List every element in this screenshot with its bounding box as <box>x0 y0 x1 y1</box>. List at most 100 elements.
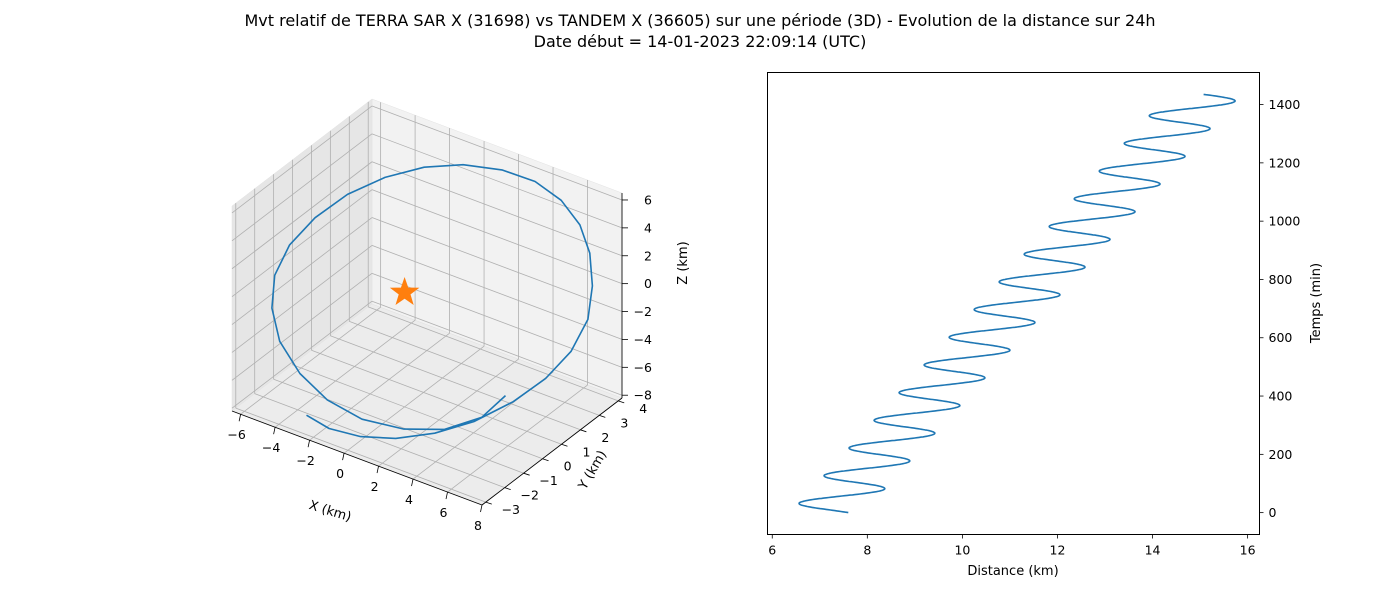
y-tick-label-2d: 1000 <box>1269 214 1301 229</box>
x-tick-mark-3d <box>307 440 310 448</box>
back-gridline-z <box>371 133 623 229</box>
floor-gridline-y <box>292 364 543 460</box>
x-axis-line-3d <box>231 410 483 506</box>
x-tick-label-2d: 8 <box>863 543 871 558</box>
floor-gridline-x <box>309 332 450 441</box>
side-gridline-z <box>231 217 373 325</box>
3d-series <box>271 163 594 440</box>
distance-line <box>798 93 1236 514</box>
y-tick-mark-3d <box>523 472 530 476</box>
2d-ticks: 6 8 10 12 14 16 0 200 400 600 800 1000 1200 1400 <box>768 97 1300 557</box>
y-tick-mark-3d <box>580 429 587 433</box>
floor-gridline-y <box>273 378 524 474</box>
floor-gridline-x <box>343 345 485 454</box>
side-gridline-z <box>231 133 373 242</box>
y-tick-label-2d: 600 <box>1269 330 1293 345</box>
x-tick-mark-3d <box>342 453 345 461</box>
y-tick-label-3d: −1 <box>539 473 557 488</box>
y-axis-label-2d: Temps (min) <box>1309 263 1324 344</box>
floor-gridline-x <box>274 319 416 428</box>
floor-gridline-y <box>368 306 619 402</box>
x-tick-label-3d: 0 <box>336 466 344 481</box>
side-gridline-z <box>231 245 373 353</box>
x-tick-mark-3d <box>238 414 242 422</box>
y-tick-mark-3d <box>561 443 568 447</box>
figure-title-line1: Mvt relatif de TERRA SAR X (31698) vs TA… <box>244 11 1155 30</box>
y-tick-label-2d: 200 <box>1269 447 1293 462</box>
back-gridline-z <box>371 300 623 396</box>
z-tick-label-3d: 2 <box>644 248 652 263</box>
z-tick-label-3d: −8 <box>634 388 652 403</box>
side-gridline-z <box>231 300 373 409</box>
2d-series <box>798 93 1236 514</box>
x-axis-label-3d: X (km) <box>307 498 353 525</box>
back-gridline-z <box>371 161 623 257</box>
floor-gridline-y <box>349 320 600 416</box>
back-gridline-z <box>371 105 623 201</box>
z-tick-label-3d: 6 <box>644 192 652 207</box>
y-tick-label-3d: 0 <box>564 459 572 474</box>
side-gridline-z <box>231 189 373 297</box>
y-tick-mark-3d <box>504 487 511 491</box>
x-tick-mark-3d <box>376 466 379 474</box>
floor-gridline-y <box>235 407 486 503</box>
back-gridline-z <box>371 189 623 285</box>
figure-title-line2: Date début = 14-01-2023 22:09:14 (UTC) <box>534 32 867 51</box>
z-axis-label-3d: Z (km) <box>676 241 691 284</box>
x-tick-label-2d: 16 <box>1240 543 1256 558</box>
z-tick-label-3d: −2 <box>634 304 652 319</box>
x-tick-mark-3d <box>273 427 276 435</box>
y-tick-label-2d: 800 <box>1269 272 1293 287</box>
y-tick-mark-3d <box>618 400 625 404</box>
x-tick-label-2d: 14 <box>1145 543 1161 558</box>
z-tick-label-3d: 4 <box>644 220 652 235</box>
x-tick-label-3d: −6 <box>227 427 245 442</box>
z-tick-label-3d: 0 <box>644 276 652 291</box>
z-tick-label-3d: −4 <box>634 332 652 347</box>
x-axis-label-2d: Distance (km) <box>967 564 1058 579</box>
y-tick-mark-3d <box>599 414 606 418</box>
x-tick-mark-3d <box>445 491 448 500</box>
back-gridline-z <box>371 245 623 340</box>
floor-gridline-y <box>330 335 581 431</box>
y-tick-label-3d: 4 <box>639 401 647 416</box>
x-tick-label-2d: 6 <box>768 543 776 558</box>
floor-gridline-x <box>378 358 519 467</box>
floor-gridline-x <box>240 306 381 415</box>
x-tick-label-3d: −4 <box>262 440 280 455</box>
side-gridline-z <box>231 161 373 270</box>
orbit-line <box>271 163 594 440</box>
back-gridline-z <box>371 217 623 312</box>
y-tick-label-2d: 400 <box>1269 389 1293 404</box>
distance-time-plot: 6 8 10 12 14 16 0 200 400 600 800 1000 1200 1400 Dist… <box>767 72 1324 579</box>
floor-gridline-y <box>254 393 505 489</box>
x-tick-label-3d: 2 <box>371 479 379 494</box>
x-tick-label-2d: 12 <box>1050 543 1066 558</box>
star-marker <box>389 276 420 306</box>
z-tick-label-3d: −6 <box>634 360 652 375</box>
floor-gridline-x <box>447 384 588 493</box>
y-tick-label-3d: −2 <box>520 488 538 503</box>
x-tick-mark-3d <box>480 504 483 513</box>
side-pane <box>231 98 373 412</box>
y-tick-label-3d: 1 <box>582 444 590 459</box>
y-axis-label-3d: Y (km) <box>575 448 610 493</box>
y-tick-mark-3d <box>485 501 492 505</box>
x-tick-label-3d: 8 <box>474 518 482 533</box>
x-tick-label-2d: 10 <box>954 543 970 558</box>
y-tick-label-3d: 3 <box>620 415 628 430</box>
x-tick-mark-3d <box>411 478 414 487</box>
y-tick-label-3d: 2 <box>601 430 609 445</box>
plot-area-frame <box>767 72 1260 535</box>
y-tick-label-2d: 1400 <box>1269 97 1301 112</box>
3d-gridlines <box>231 101 623 506</box>
floor-gridline-y <box>311 349 562 445</box>
x-tick-label-3d: 4 <box>405 492 413 507</box>
3d-panes <box>231 98 623 506</box>
y-tick-label-3d: −3 <box>502 502 520 517</box>
x-tick-label-3d: −2 <box>296 453 314 468</box>
y-tick-label-2d: 1200 <box>1269 155 1301 170</box>
